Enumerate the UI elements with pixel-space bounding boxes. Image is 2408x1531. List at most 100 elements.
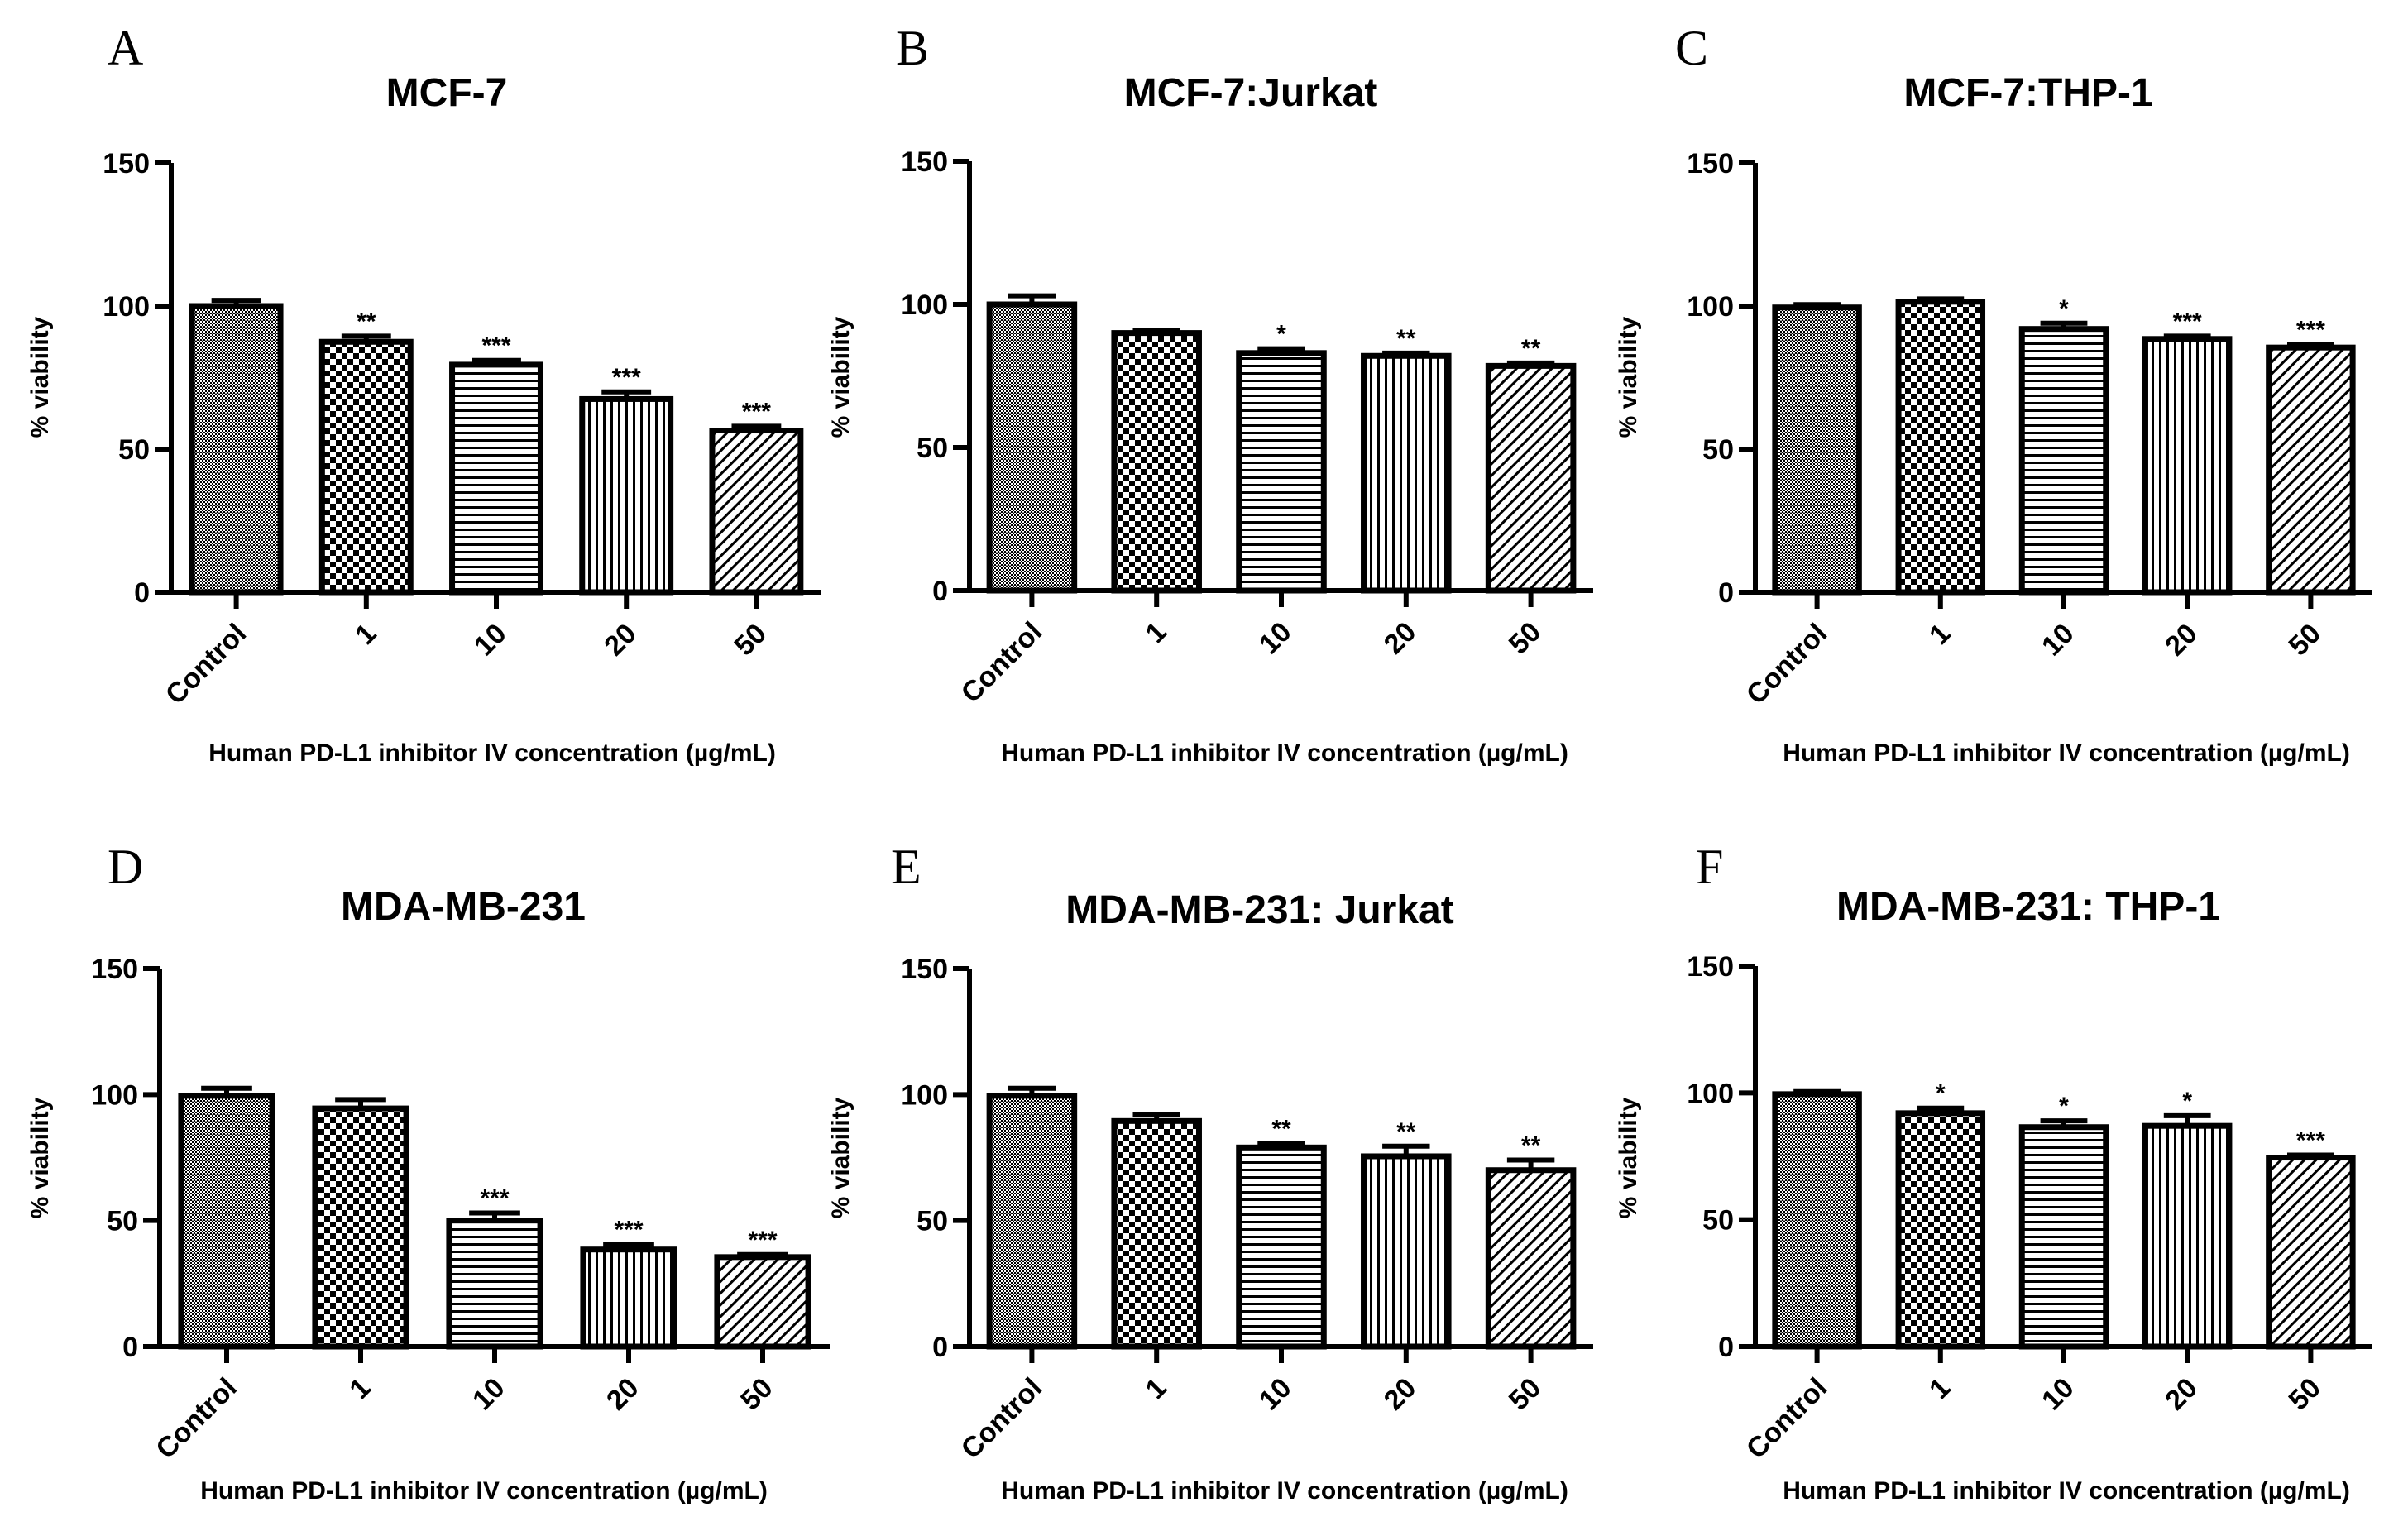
y-tick-label: 100 [1687, 291, 1734, 323]
bar-10 [2018, 1124, 2109, 1350]
bar-20 [580, 1246, 677, 1350]
significance-label: ** [1271, 1116, 1291, 1143]
panel-title: MCF-7:Jurkat [1124, 71, 1378, 115]
y-tick-label: 150 [1687, 148, 1734, 179]
bar-control [986, 301, 1078, 594]
x-tick-label: 20 [2159, 1372, 2204, 1417]
x-tick-label: 1 [1140, 616, 1173, 649]
x-tick-label: 50 [2282, 618, 2327, 663]
significance-label: * [2182, 1088, 2192, 1115]
x-tick-label: 1 [1140, 1372, 1173, 1405]
x-tick-label: 1 [1923, 1372, 1956, 1405]
panel-e: E MDA-MB-231: Jurkat ** ****050100150Cont… [827, 840, 1593, 1505]
y-tick-label: 50 [917, 433, 948, 464]
significance-label: ** [1396, 325, 1416, 352]
significance-label: *** [614, 1217, 643, 1244]
x-tick-label: Control [955, 1372, 1048, 1465]
bar-50 [1485, 362, 1577, 594]
bar-50 [1485, 1167, 1577, 1350]
y-tick-label: 100 [91, 1079, 138, 1111]
x-axis-label: Human PD-L1 inhibitor IV concentration (… [208, 739, 776, 767]
panel-letter: E [891, 840, 922, 894]
x-tick-label: Control [1740, 618, 1833, 710]
significance-label: * [1936, 1080, 1946, 1108]
panel-letter: B [896, 21, 929, 75]
bar-1 [1111, 330, 1202, 594]
x-tick-label: 20 [598, 618, 643, 663]
panel-title: MDA-MB-231: Jurkat [1065, 888, 1453, 932]
bar-10 [1236, 1144, 1327, 1350]
x-tick-label: 50 [1503, 1372, 1548, 1417]
bar-10 [1236, 350, 1327, 594]
y-axis-label: % viability [26, 1097, 54, 1218]
bar-20 [579, 395, 674, 596]
significance-label: *** [742, 398, 771, 425]
panel-title: MCF-7:THP-1 [1903, 71, 2152, 115]
y-tick-label: 100 [1687, 1078, 1734, 1109]
x-tick-label: 50 [735, 1372, 779, 1417]
x-tick-label: 10 [2036, 1372, 2080, 1417]
y-tick-label: 150 [1687, 951, 1734, 983]
panel-letter: C [1675, 21, 1708, 75]
bar-50 [709, 428, 804, 596]
significance-label: ** [357, 308, 376, 335]
x-tick-label: 10 [2036, 618, 2080, 663]
bar-20 [1361, 352, 1452, 594]
y-axis-label: % viability [827, 316, 855, 438]
y-axis-label: % viability [1615, 316, 1642, 438]
significance-label: *** [2173, 308, 2202, 335]
panel-d: D MDA-MB-231 *** *** *** 0 50 100 150 Control 1 1… [26, 840, 830, 1505]
significance-label: *** [612, 364, 641, 391]
bar-20 [2142, 1122, 2233, 1350]
bar-1 [1895, 1110, 1986, 1350]
y-tick-label: 100 [901, 289, 948, 321]
significance-label: * [2059, 295, 2069, 323]
bar-1 [1111, 1117, 1202, 1350]
y-tick-label: 0 [134, 577, 150, 609]
x-axis-label: Human PD-L1 inhibitor IV concentration (… [1001, 1477, 1568, 1505]
bar-control [189, 303, 284, 596]
bar-control [1772, 304, 1862, 596]
x-axis-label: Human PD-L1 inhibitor IV concentration (… [1001, 739, 1568, 767]
bar-10 [449, 361, 543, 596]
y-tick-label: 50 [1702, 434, 1734, 466]
significance-label: ** [1521, 1132, 1541, 1160]
y-tick-label: 150 [103, 148, 150, 179]
x-tick-label: 1 [1923, 618, 1956, 651]
panel-letter: A [108, 21, 143, 75]
significance-label: ** [1396, 1118, 1416, 1146]
significance-label: *** [2296, 1127, 2325, 1154]
x-tick-label: Control [160, 618, 252, 710]
y-tick-label: 50 [917, 1206, 948, 1237]
x-axis-label: Human PD-L1 inhibitor IV concentration (… [200, 1477, 768, 1505]
bar-10 [446, 1218, 543, 1350]
bar-1 [1895, 299, 1986, 596]
significance-label: * [2059, 1093, 2069, 1120]
panel-title: MDA-MB-231: THP-1 [1836, 885, 2220, 929]
y-axis-label: % viability [1615, 1097, 1642, 1218]
significance-label: *** [2296, 317, 2325, 344]
y-tick-label: 50 [118, 434, 150, 466]
y-tick-label: 100 [901, 1079, 948, 1111]
x-tick-label: 1 [349, 618, 382, 651]
bar-control [986, 1093, 1078, 1350]
x-tick-label: 20 [1378, 1372, 1423, 1417]
panel-title: MCF-7 [386, 71, 508, 115]
y-tick-label: 0 [932, 576, 948, 607]
bar-50 [2266, 1155, 2356, 1350]
plot-area: *** *** *** 0 50 100 150 Control 1 10 20 50 [91, 954, 830, 1465]
y-tick-label: 150 [901, 954, 948, 985]
bar-20 [2142, 336, 2233, 596]
x-tick-label: 10 [1253, 616, 1298, 661]
x-tick-label: 10 [467, 1372, 511, 1417]
significance-label: * [1276, 321, 1286, 348]
